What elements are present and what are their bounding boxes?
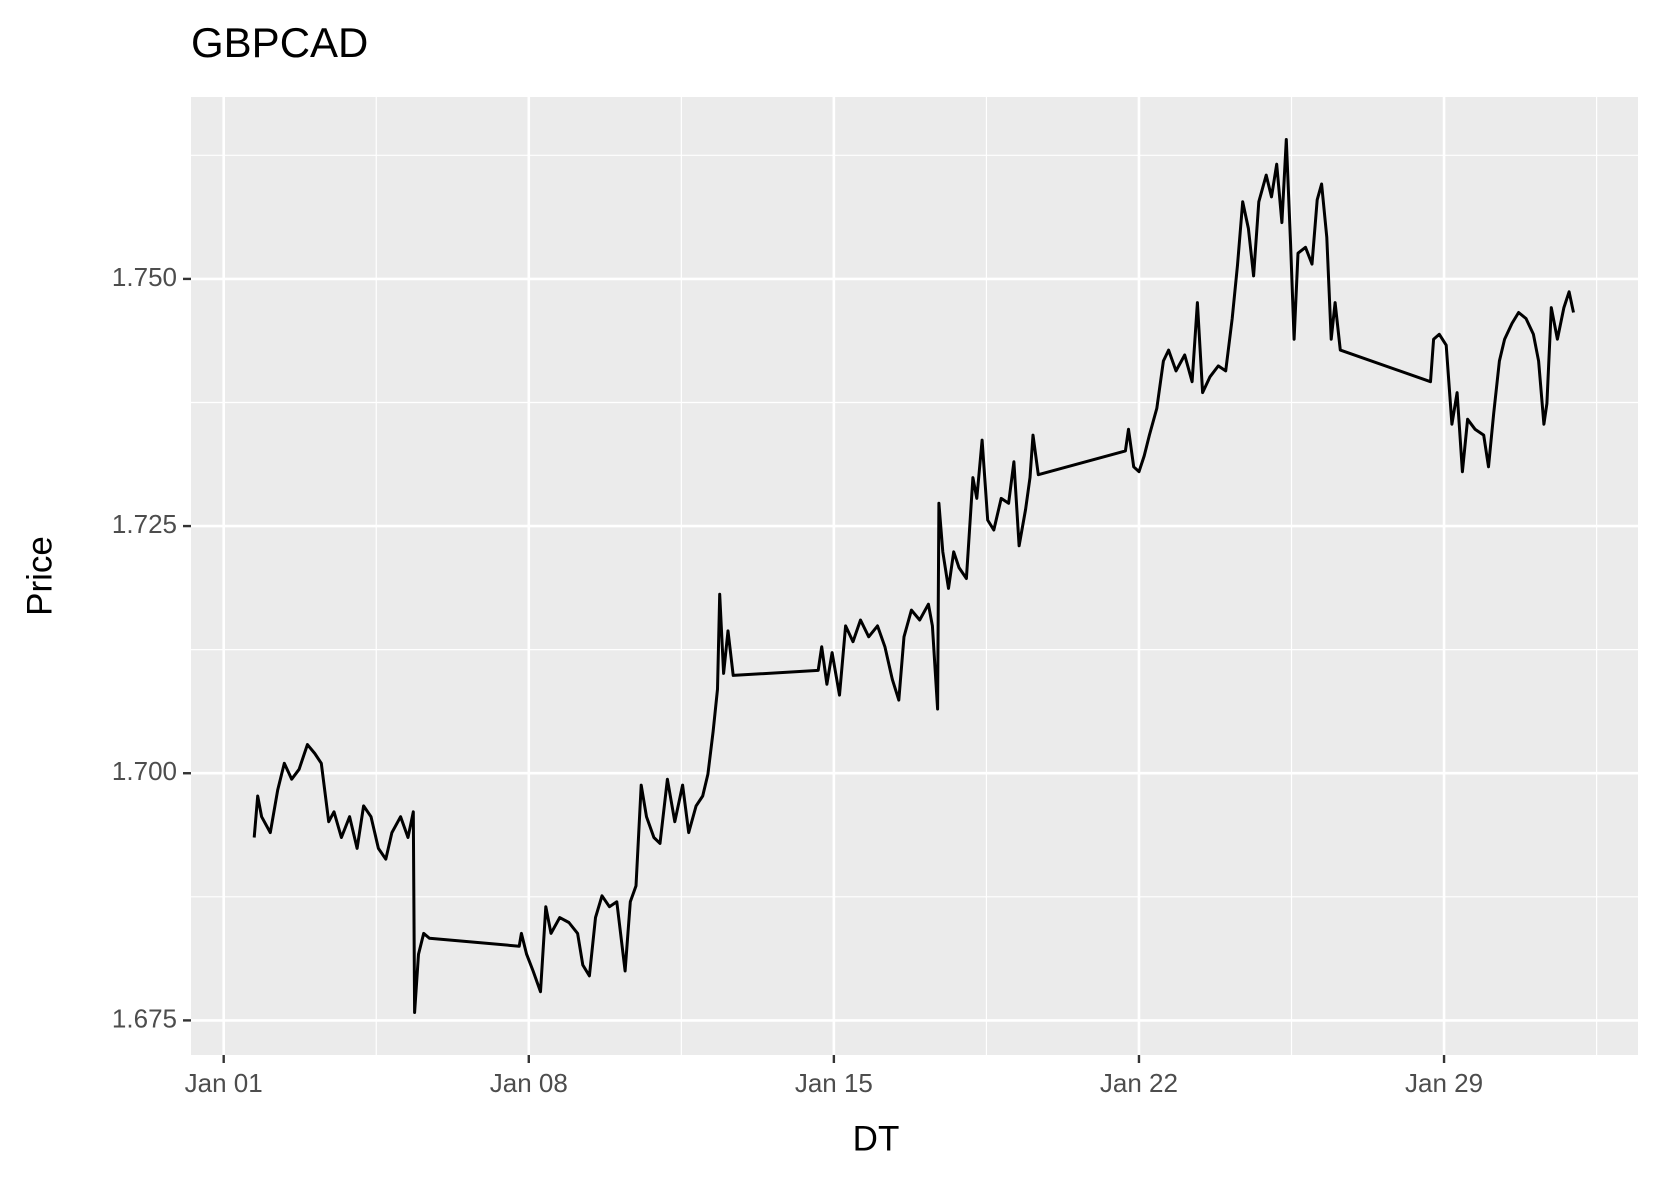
x-axis-title: DT: [853, 1119, 900, 1158]
y-tick-label: 1.700: [112, 756, 177, 786]
y-axis-title: Price: [20, 536, 59, 616]
price-line: [252, 138, 1575, 1014]
x-tick-label: Jan 29: [1405, 1068, 1483, 1098]
plot-panel: [191, 97, 1638, 1055]
x-tick-label: Jan 08: [490, 1068, 568, 1098]
y-tick-label: 1.750: [112, 262, 177, 292]
y-tick-label: 1.675: [112, 1003, 177, 1033]
y-tick-label: 1.725: [112, 509, 177, 539]
x-tick-label: Jan 22: [1100, 1068, 1178, 1098]
x-tick-label: Jan 01: [185, 1068, 263, 1098]
chart-title: GBPCAD: [191, 19, 368, 66]
x-tick-label: Jan 15: [795, 1068, 873, 1098]
